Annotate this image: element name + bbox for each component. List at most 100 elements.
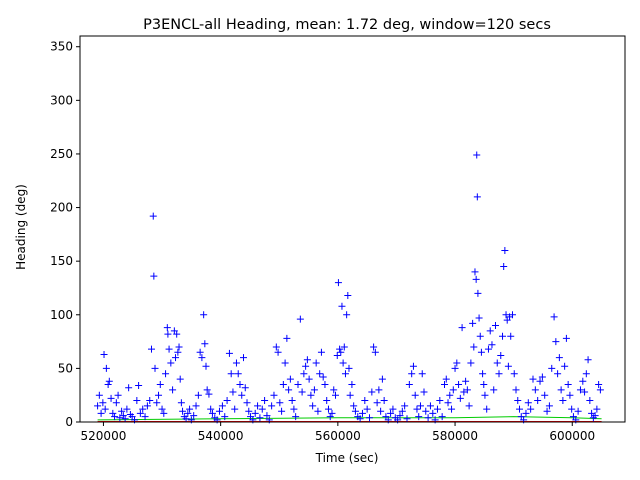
data-point bbox=[215, 407, 223, 415]
data-point bbox=[380, 397, 388, 405]
data-point bbox=[568, 405, 576, 413]
data-point bbox=[555, 354, 563, 362]
data-point bbox=[160, 409, 168, 417]
data-point bbox=[550, 313, 558, 321]
data-point bbox=[529, 375, 537, 383]
data-point bbox=[173, 330, 181, 338]
data-point bbox=[326, 413, 334, 421]
data-point bbox=[465, 402, 473, 410]
data-point bbox=[448, 405, 456, 413]
data-point bbox=[375, 386, 383, 394]
data-point bbox=[564, 380, 572, 388]
data-point bbox=[593, 405, 601, 413]
data-point bbox=[343, 311, 351, 319]
y-tick-label: 350 bbox=[50, 40, 73, 54]
data-point bbox=[446, 391, 454, 399]
data-point bbox=[278, 407, 286, 415]
data-point bbox=[534, 397, 542, 405]
data-point bbox=[119, 412, 127, 420]
data-point bbox=[409, 362, 417, 370]
data-point bbox=[296, 315, 304, 323]
data-point bbox=[184, 409, 192, 417]
data-point bbox=[292, 413, 300, 421]
data-point bbox=[192, 402, 200, 410]
data-point bbox=[290, 405, 298, 413]
data-point bbox=[101, 405, 109, 413]
data-point bbox=[240, 354, 247, 362]
data-point bbox=[377, 407, 385, 415]
data-point bbox=[451, 364, 459, 372]
data-point bbox=[298, 388, 306, 396]
data-point bbox=[557, 386, 565, 394]
data-point bbox=[256, 414, 264, 422]
data-point bbox=[175, 343, 183, 351]
data-point bbox=[319, 373, 327, 381]
data-point bbox=[508, 311, 516, 319]
data-point bbox=[268, 402, 276, 410]
data-point bbox=[586, 397, 594, 405]
data-point bbox=[344, 291, 352, 299]
data-point bbox=[438, 413, 446, 421]
data-point bbox=[499, 332, 507, 340]
data-point bbox=[426, 402, 434, 410]
data-point bbox=[139, 405, 147, 413]
data-point bbox=[316, 370, 324, 378]
data-point bbox=[231, 405, 239, 413]
data-point bbox=[196, 348, 204, 356]
data-point bbox=[146, 397, 154, 405]
data-point bbox=[109, 409, 117, 417]
data-point bbox=[336, 345, 344, 353]
data-point bbox=[190, 412, 198, 420]
data-point bbox=[470, 343, 478, 351]
data-point bbox=[176, 375, 184, 383]
data-point bbox=[365, 414, 373, 422]
data-point bbox=[475, 314, 483, 322]
data-point bbox=[373, 399, 381, 407]
data-point bbox=[387, 409, 395, 417]
data-point bbox=[179, 407, 187, 415]
data-point bbox=[422, 407, 430, 415]
data-point bbox=[274, 348, 282, 356]
data-point bbox=[151, 364, 159, 372]
data-point bbox=[418, 370, 426, 378]
data-point bbox=[164, 330, 172, 338]
data-point bbox=[574, 407, 582, 415]
data-point bbox=[416, 402, 424, 410]
data-point bbox=[488, 341, 496, 349]
data-point bbox=[562, 334, 570, 342]
data-point bbox=[334, 279, 342, 287]
data-point bbox=[350, 402, 358, 410]
data-point bbox=[527, 405, 535, 413]
data-point bbox=[112, 399, 120, 407]
data-point bbox=[202, 362, 210, 370]
data-point bbox=[156, 380, 164, 388]
data-point bbox=[150, 272, 158, 280]
data-point bbox=[436, 397, 444, 405]
data-point bbox=[497, 352, 505, 360]
data-point bbox=[403, 415, 411, 423]
data-point bbox=[405, 380, 413, 388]
data-point bbox=[182, 415, 190, 423]
data-point bbox=[351, 407, 359, 415]
data-point bbox=[276, 399, 284, 407]
data-point bbox=[566, 391, 574, 399]
data-point bbox=[363, 405, 371, 413]
data-point bbox=[473, 193, 481, 201]
chart-title: P3ENCL-all Heading, mean: 1.72 deg, wind… bbox=[143, 17, 551, 33]
data-point bbox=[223, 397, 231, 405]
data-point bbox=[285, 386, 293, 394]
data-point bbox=[476, 332, 484, 340]
data-point bbox=[433, 405, 441, 413]
data-point bbox=[300, 370, 308, 378]
data-point bbox=[111, 413, 119, 421]
data-point bbox=[167, 359, 175, 367]
data-point bbox=[554, 370, 562, 378]
data-point bbox=[232, 359, 240, 367]
data-point bbox=[420, 388, 428, 396]
data-point bbox=[456, 394, 464, 402]
data-point bbox=[371, 348, 379, 356]
data-point bbox=[263, 412, 271, 420]
data-point bbox=[121, 415, 129, 423]
